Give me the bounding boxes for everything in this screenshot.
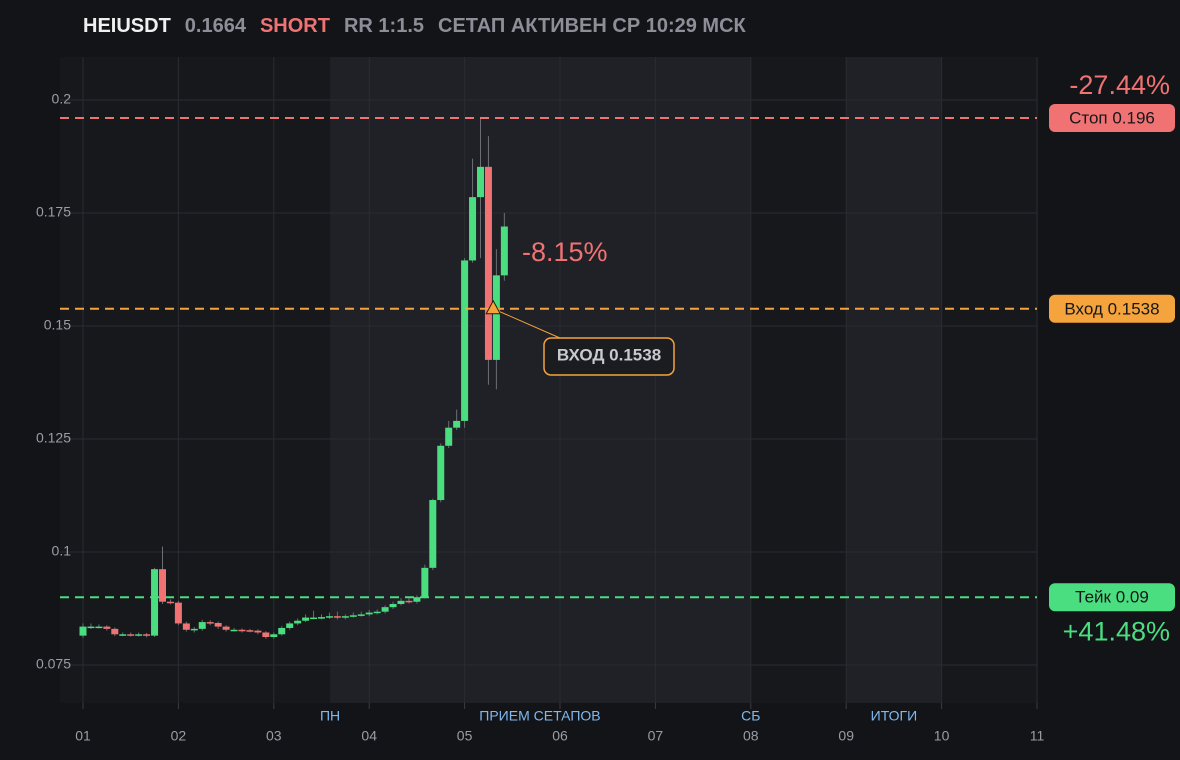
entry-label: ВХОД 0.1538 — [557, 345, 661, 364]
x-tick-label: 06 — [552, 728, 568, 744]
candle-body — [190, 628, 198, 631]
entry-callout — [543, 337, 675, 376]
x-tick-label: 03 — [266, 728, 282, 744]
x-tick-label: 08 — [743, 728, 759, 744]
candle-body — [214, 622, 222, 627]
candle-body — [158, 569, 166, 602]
x-tick-label: 05 — [457, 728, 473, 744]
candle-body — [278, 627, 286, 635]
candle-body — [461, 260, 469, 421]
candle-body — [206, 622, 214, 624]
level-label: Тейк 0.09 — [1075, 588, 1149, 607]
candle-body — [500, 226, 508, 276]
candle-body — [174, 602, 182, 624]
candle-body — [270, 634, 278, 637]
candle-body — [477, 166, 485, 198]
candle-body — [294, 620, 302, 624]
candle-body — [318, 617, 325, 619]
candle-body — [453, 420, 461, 428]
session-label: ПРИЕМ СЕТАПОВ — [479, 708, 600, 724]
x-tick-label: 11 — [1030, 728, 1045, 744]
risk-reward: RR 1:1.5 — [343, 15, 424, 37]
candle-body — [230, 629, 238, 632]
candle-body — [103, 626, 111, 629]
candle-body — [198, 622, 206, 629]
candle-body — [302, 617, 310, 621]
candle-body — [127, 634, 135, 636]
y-tick-label: 0.1 — [52, 543, 72, 559]
candle-body — [397, 600, 405, 604]
level-percent: +41.48% — [1063, 616, 1170, 646]
candle-body — [246, 630, 254, 632]
candle-body — [484, 166, 492, 360]
candle-body — [166, 601, 174, 604]
candle-body — [373, 611, 381, 614]
candle-body — [254, 630, 262, 633]
candle-body — [310, 617, 318, 620]
change-label: -8.15% — [522, 237, 608, 267]
candle-body — [413, 597, 421, 602]
y-tick-label: 0.15 — [44, 317, 71, 333]
session-label: ПН — [320, 708, 340, 724]
candle-body — [95, 626, 103, 629]
x-tick-label: 09 — [838, 728, 854, 744]
candle-body — [182, 623, 190, 630]
price: 0.1664 — [184, 15, 246, 37]
candle-body — [143, 634, 151, 636]
candle-body — [119, 634, 127, 636]
level-badge — [1049, 104, 1175, 133]
session-label: СБ — [741, 708, 760, 724]
candle-body — [286, 623, 294, 628]
candle-body — [341, 616, 349, 618]
candle-body — [79, 626, 87, 636]
candle-body — [469, 197, 477, 261]
candle-body — [349, 615, 357, 617]
y-tick-label: 0.125 — [36, 430, 71, 446]
x-tick-label: 04 — [361, 728, 377, 744]
header: HEIUSDT 0.1664 SHORT RR 1:1.5 СЕТАП АКТИ… — [83, 15, 746, 38]
candle-body — [365, 612, 373, 615]
candle-body — [151, 569, 159, 636]
level-badge — [1049, 583, 1175, 612]
candle-body — [381, 607, 389, 612]
session-zone — [330, 57, 751, 703]
level-label: Стоп 0.196 — [1069, 109, 1155, 128]
side: SHORT — [259, 15, 330, 37]
status: СЕТАП АКТИВЕН СР 10:29 МСК — [438, 15, 746, 37]
level-percent: -27.44% — [1069, 70, 1170, 100]
candle-body — [429, 500, 437, 568]
entry-marker — [485, 299, 502, 315]
level-label: Вход 0.1538 — [1064, 299, 1159, 318]
candle-body — [357, 614, 365, 616]
session-label: ИТОГИ — [871, 708, 918, 724]
candle-body — [445, 427, 453, 446]
candle-body — [222, 626, 230, 630]
candle-body — [389, 603, 397, 608]
candle-body — [262, 632, 270, 637]
candle-body — [492, 275, 500, 360]
candle-body — [437, 445, 445, 501]
y-tick-label: 0.075 — [36, 656, 71, 672]
candle-body — [405, 600, 413, 603]
candle-body — [325, 616, 333, 618]
session-zone — [846, 57, 942, 703]
symbol: HEIUSDT — [83, 15, 171, 37]
y-tick-label: 0.175 — [36, 204, 71, 220]
x-tick-label: 10 — [934, 728, 950, 744]
candle-body — [238, 629, 246, 632]
candle-body — [87, 626, 95, 629]
x-tick-label: 07 — [648, 728, 664, 744]
candle-body — [421, 567, 429, 598]
level-badge — [1049, 294, 1175, 323]
x-tick-label: 02 — [171, 728, 187, 744]
y-tick-label: 0.2 — [52, 91, 72, 107]
candle-body — [111, 628, 119, 635]
candle-body — [333, 616, 341, 618]
x-tick-label: 01 — [75, 728, 91, 744]
candle-body — [135, 634, 143, 636]
entry-connector — [493, 308, 561, 339]
